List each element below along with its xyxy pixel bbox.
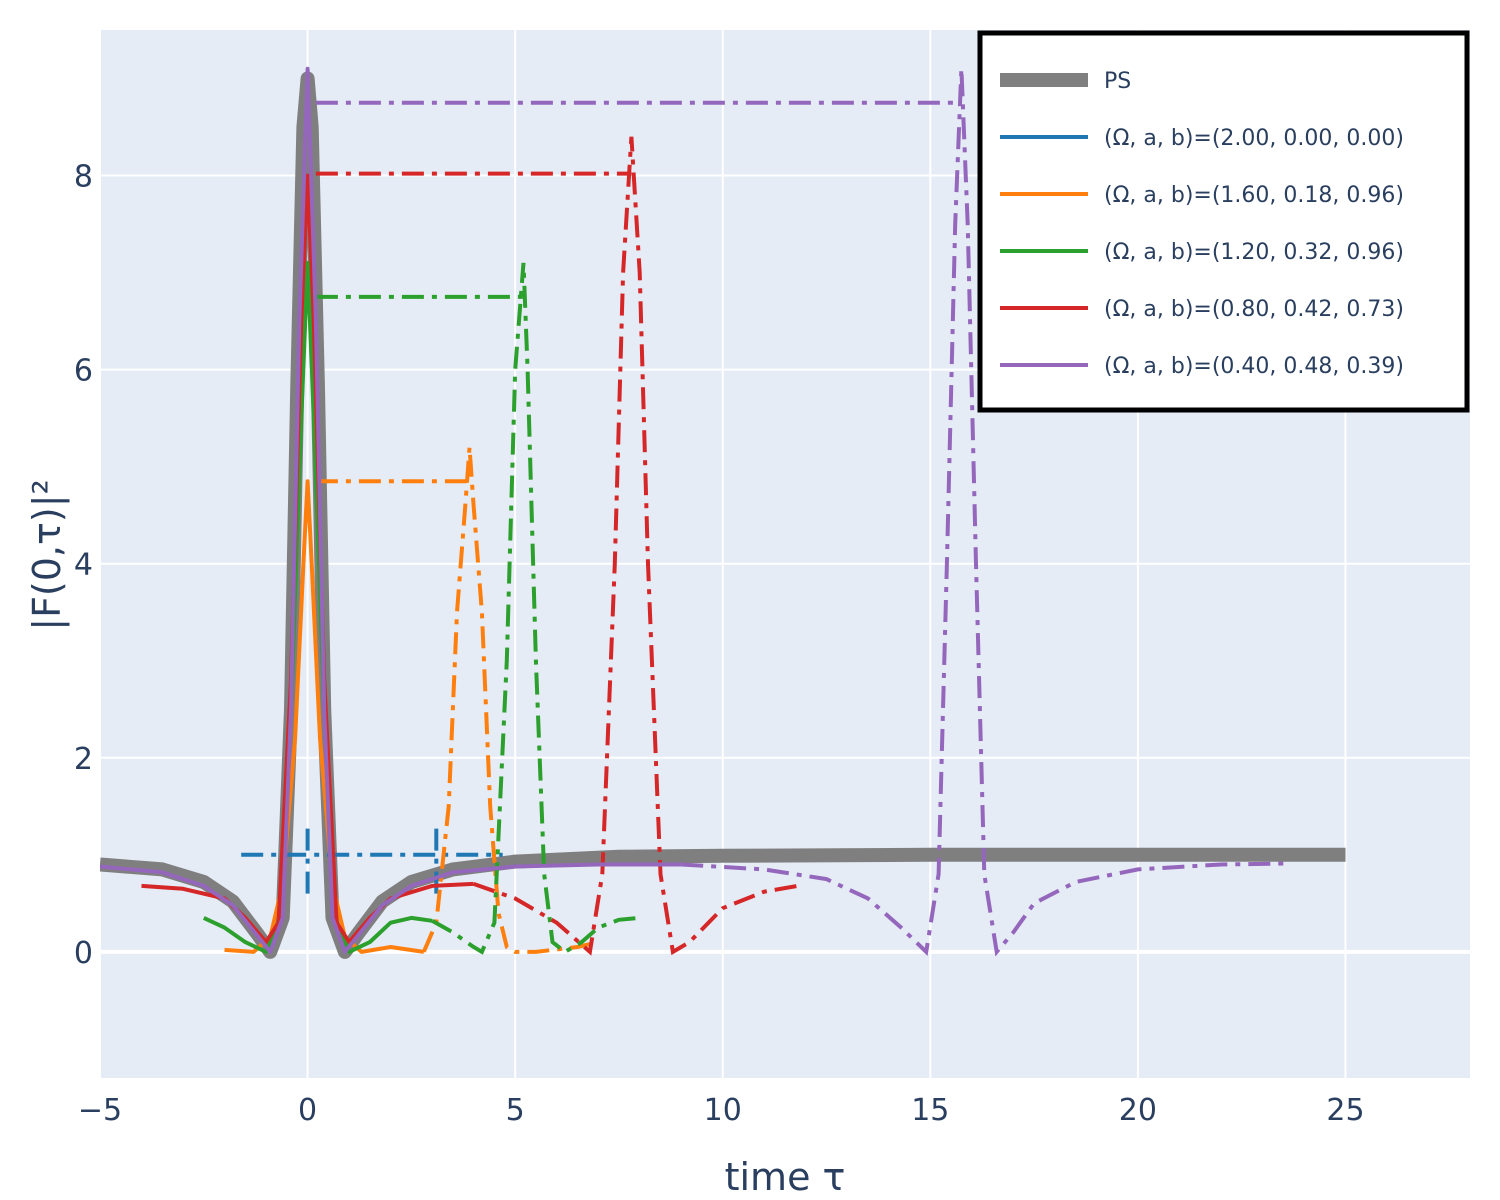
series-5-solid-line [100,66,682,954]
legend-label: (Ω, a, b)=(0.40, 0.48, 0.39) [1104,354,1404,379]
series-3-dashed-line [431,262,640,955]
y-tick-label: 8 [74,160,93,195]
series-3-solid-line [202,260,433,954]
legend-label: (Ω, a, b)=(1.60, 0.18, 0.96) [1104,183,1404,208]
x-tick-label: 20 [1119,1093,1157,1128]
x-tick-label: 5 [506,1093,525,1128]
legend-label: (Ω, a, b)=(0.80, 0.42, 0.73) [1104,297,1404,322]
x-tick-label: 25 [1326,1093,1364,1128]
legend-box [977,30,1470,413]
x-tick-label: 10 [704,1093,742,1128]
legend-label: PS [1104,69,1131,94]
x-tick-label: −5 [78,1093,122,1128]
legend-items: PS (Ω, a, b)=(2.00, 0.00, 0.00) (Ω, a, b)=… [1000,69,1404,379]
x-tick-label: 0 [298,1093,317,1128]
y-axis-title: |F(0,τ)|² [25,479,70,630]
series-5-dashed-line [681,68,1288,957]
x-tick-label: 15 [911,1093,949,1128]
series-2-dashed-line [421,447,599,954]
series-layer [100,66,1346,959]
x-axis-title: time τ [725,1155,846,1199]
legend-label: (Ω, a, b)=(2.00, 0.00, 0.00) [1104,126,1404,151]
y-tick-label: 2 [74,742,93,777]
tick-labels: −5 0 5 10 15 20 25 0 2 4 6 8 [74,160,1365,1128]
y-tick-label: 4 [74,548,93,583]
y-tick-label: 0 [74,936,93,971]
legend: PS (Ω, a, b)=(2.00, 0.00, 0.00) (Ω, a, b)=… [977,30,1470,413]
y-tick-label: 6 [74,354,93,389]
series-4-dashed-line [472,136,798,956]
legend-label: (Ω, a, b)=(1.20, 0.32, 0.96) [1104,240,1404,265]
